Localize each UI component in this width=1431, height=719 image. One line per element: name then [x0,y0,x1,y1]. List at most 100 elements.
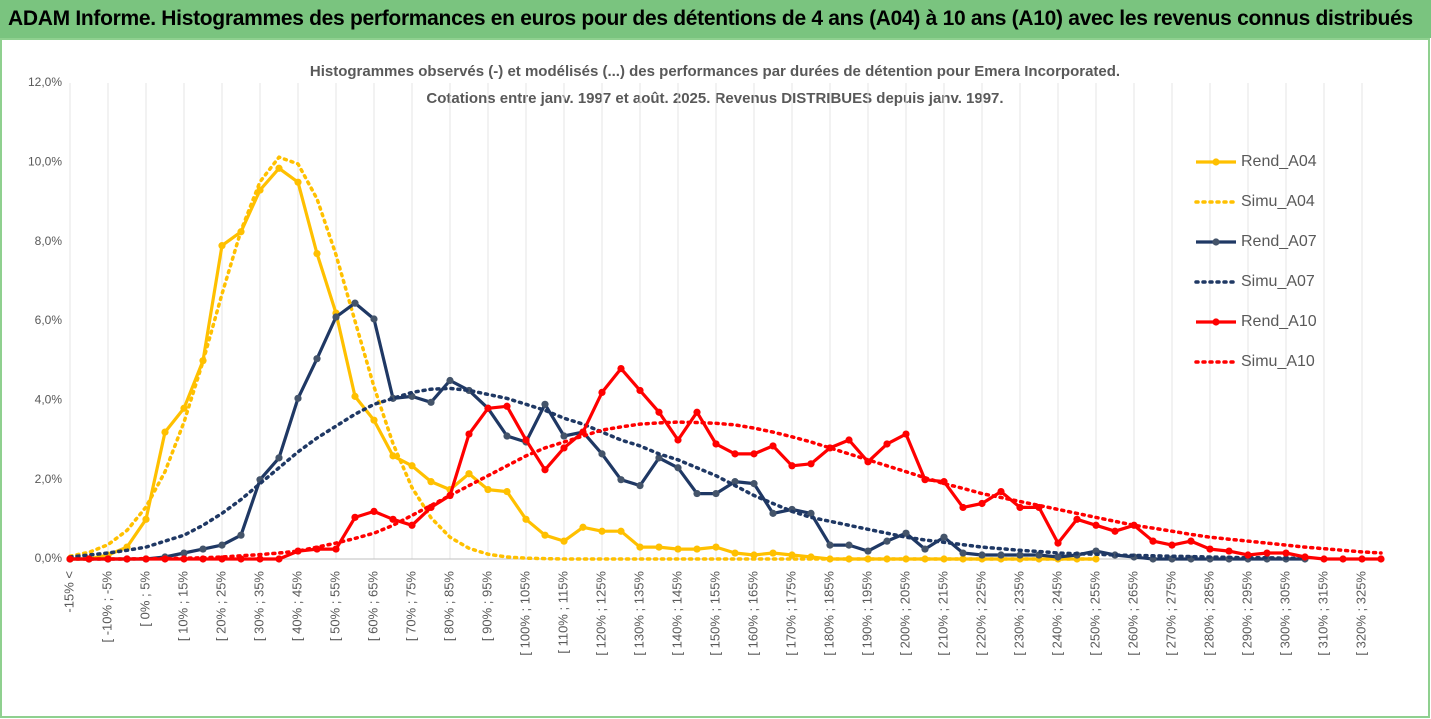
data-point [332,545,340,553]
data-point [712,489,720,498]
data-point [199,545,207,553]
chart-border [0,38,1430,718]
data-point [845,436,853,444]
data-point [617,476,625,484]
data-point [731,549,739,557]
legend-marker [1212,158,1220,166]
data-point [503,402,511,410]
data-point [769,509,777,517]
data-point [1111,551,1119,559]
data-point [1225,547,1233,555]
legend-label: Rend_A07 [1241,233,1317,250]
data-point [636,543,644,551]
series-line [68,386,1307,560]
data-point [351,392,359,400]
data-point [617,527,625,535]
data-point [598,450,606,458]
y-tick-label: 8,0% [35,234,63,248]
data-point [1244,551,1252,559]
y-tick-label: 0,0% [35,551,63,565]
x-tick-label: [ 260% ; 265% [1125,571,1140,656]
data-point [275,555,283,563]
x-tick-label: [ 300% ; 305% [1277,571,1292,656]
data-point [1339,555,1347,563]
data-point [237,531,245,539]
data-point [940,533,948,541]
data-point [655,454,663,462]
series-line [70,367,1381,561]
x-tick-label: [ 0% ; 5% [137,571,152,627]
data-point [465,470,473,478]
x-tick-label: [ 200% ; 205% [897,571,912,656]
data-point [85,555,93,563]
x-tick-label: -15% < [61,571,76,613]
data-point [750,480,758,488]
data-point [1016,503,1024,512]
x-tick-label: [ 190% ; 195% [859,571,874,656]
x-tick-label: [ 30% ; 35% [251,571,266,642]
data-point [997,487,1005,496]
data-point [845,541,853,549]
chart: Histogrammes observés (-) et modélisés (… [0,38,1430,718]
x-tick-label: [ -10% ; -5% [99,571,114,643]
x-tick-label: [ 290% ; 295% [1239,571,1254,656]
legend-marker [1212,238,1220,246]
data-point [636,386,644,395]
x-tick-label: [ 250% ; 255% [1087,571,1102,656]
data-point [864,547,872,555]
data-point [978,551,986,559]
x-tick-label: [ 310% ; 315% [1315,571,1330,656]
legend-label: Rend_A04 [1241,153,1317,170]
data-point [1358,555,1366,563]
data-point [275,454,283,462]
data-point [674,545,682,553]
data-point [560,432,568,440]
data-point [959,503,967,512]
series-line [70,301,1305,561]
data-point [1320,555,1328,563]
data-point [1073,515,1081,523]
data-point [465,430,473,438]
data-point [598,388,606,396]
x-tick-label: [ 180% ; 185% [821,571,836,656]
data-point [256,555,264,563]
data-point [959,549,967,557]
data-point [351,513,359,521]
data-point [921,545,929,553]
data-point [408,462,416,470]
data-point [636,482,644,490]
data-point [503,432,511,440]
series-line [68,155,1098,561]
x-tick-label: [ 220% ; 225% [973,571,988,656]
header-title: ADAM Informe. Histogrammes des performan… [0,0,1431,38]
data-point [1282,549,1290,557]
x-tick-label: [ 240% ; 245% [1049,571,1064,656]
data-point [218,242,226,250]
data-point [275,164,283,172]
data-point [769,442,777,450]
data-point [788,551,796,559]
data-point [484,404,492,412]
data-point [978,499,986,508]
data-point [712,440,720,448]
data-point [446,376,454,385]
data-point [389,515,397,523]
y-tick-label: 10,0% [28,155,62,169]
data-point [541,400,549,408]
data-point [750,551,758,559]
y-tick-label: 12,0% [28,75,62,89]
data-point [807,509,815,517]
x-tick-label: [ 210% ; 215% [935,571,950,656]
series-line [68,420,1383,561]
data-point [579,523,587,531]
x-tick-label: [ 140% ; 145% [669,571,684,656]
x-tick-label: [ 60% ; 65% [365,571,380,642]
data-point [807,460,815,468]
data-point [389,452,397,460]
data-point [826,541,834,549]
data-point [427,478,435,486]
chart-title: Histogrammes observés (-) et modélisés (… [310,63,1120,80]
data-point [1301,553,1309,561]
data-point [750,450,758,458]
data-point [313,249,321,258]
